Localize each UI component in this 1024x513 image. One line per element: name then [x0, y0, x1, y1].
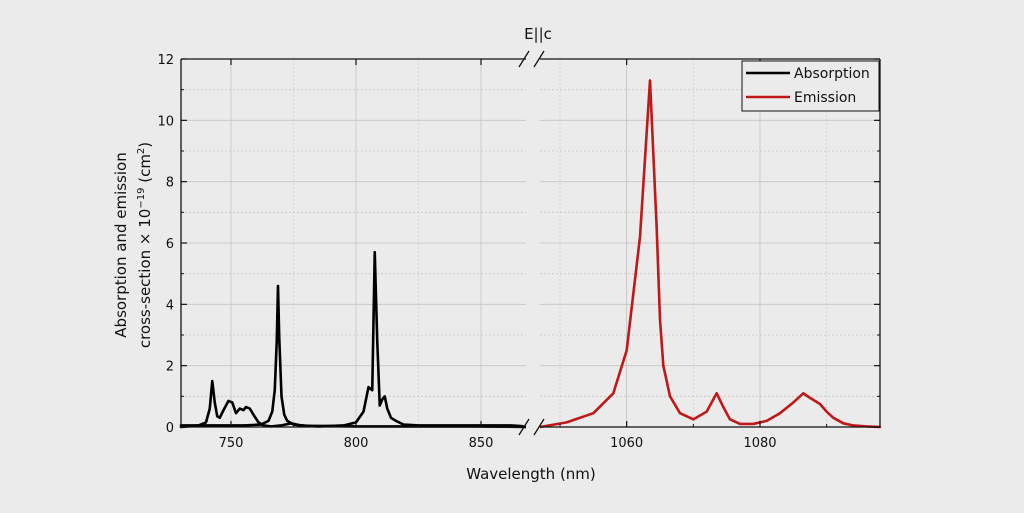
y-tick-label: 0	[166, 421, 174, 436]
y-tick-label: 10	[157, 114, 174, 129]
y-tick-label: 6	[166, 237, 174, 252]
y-axis-title-unit-close: )	[136, 142, 154, 148]
y-axis-title-line1: Absorption and emission	[112, 152, 130, 337]
x-tick-label: 1080	[743, 436, 776, 451]
chart-title: E||c	[524, 25, 552, 43]
axis-break-bottom	[518, 418, 545, 436]
y-axis-title: Absorption and emission cross-section × …	[112, 142, 154, 348]
grid	[181, 59, 880, 427]
y-axis-title-line2: cross-section × 10−19 (cm2)	[136, 142, 154, 348]
legend-label-emission: Emission	[794, 90, 856, 106]
y-axis-title-unit-open: (cm	[136, 154, 154, 187]
x-tick-label: 850	[469, 436, 494, 451]
y-tick-label: 8	[166, 176, 174, 191]
y-axis-title-prefix: cross-section × 10	[136, 209, 154, 349]
x-axis-title: Wavelength (nm)	[466, 465, 596, 483]
x-tick-label: 1060	[610, 436, 643, 451]
legend: Absorption Emission	[741, 60, 880, 112]
axis-break-top	[518, 50, 545, 68]
y-tick-label: 4	[166, 298, 174, 313]
ticks: 0 2 4 6 8 10 12 750 800 850 1060 1080	[157, 53, 880, 451]
x-tick-label: 750	[219, 436, 244, 451]
y-axis-title-exponent: −19	[136, 188, 147, 209]
legend-label-absorption: Absorption	[794, 66, 870, 82]
legend-box	[741, 60, 880, 112]
y-tick-label: 12	[157, 53, 174, 68]
y-tick-label: 2	[166, 360, 174, 375]
y-axis-title-unit-exponent: 2	[136, 148, 147, 154]
x-tick-label: 800	[344, 436, 369, 451]
series-line-emission-2	[538, 79, 882, 429]
